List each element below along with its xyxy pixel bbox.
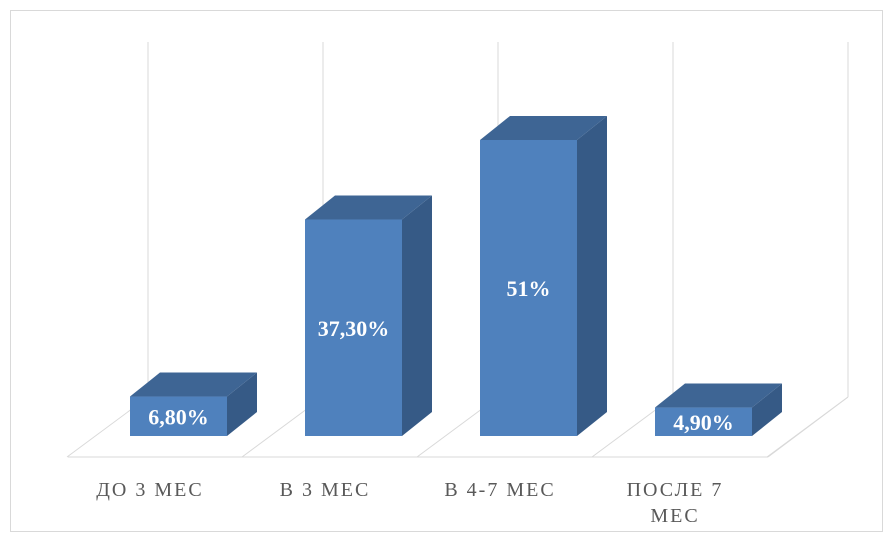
- bar-front: [130, 396, 227, 436]
- floor-right-edge: [767, 396, 849, 458]
- bar-front: [305, 219, 402, 436]
- category-label: МЕС: [650, 505, 699, 527]
- bar-top: [655, 383, 782, 408]
- bar-side: [227, 372, 257, 436]
- bar-top: [305, 195, 432, 220]
- data-label: 4,90%: [673, 410, 734, 435]
- bar-top: [130, 372, 257, 397]
- category-label: В 3 МЕС: [280, 479, 371, 501]
- bar-front: [655, 407, 752, 436]
- category-label: В 4-7 МЕС: [444, 479, 555, 501]
- data-label: 6,80%: [148, 404, 209, 429]
- bar-front: [480, 140, 577, 436]
- bar-side: [577, 116, 607, 436]
- bar-side: [752, 383, 782, 436]
- data-label: 51%: [507, 276, 551, 301]
- bar-top: [480, 116, 607, 140]
- data-label: 37,30%: [318, 316, 390, 341]
- category-label: ДО 3 МЕС: [96, 479, 203, 501]
- chart-frame: [10, 10, 883, 532]
- category-label: ПОСЛЕ 7: [627, 479, 724, 501]
- bar-side: [402, 195, 432, 436]
